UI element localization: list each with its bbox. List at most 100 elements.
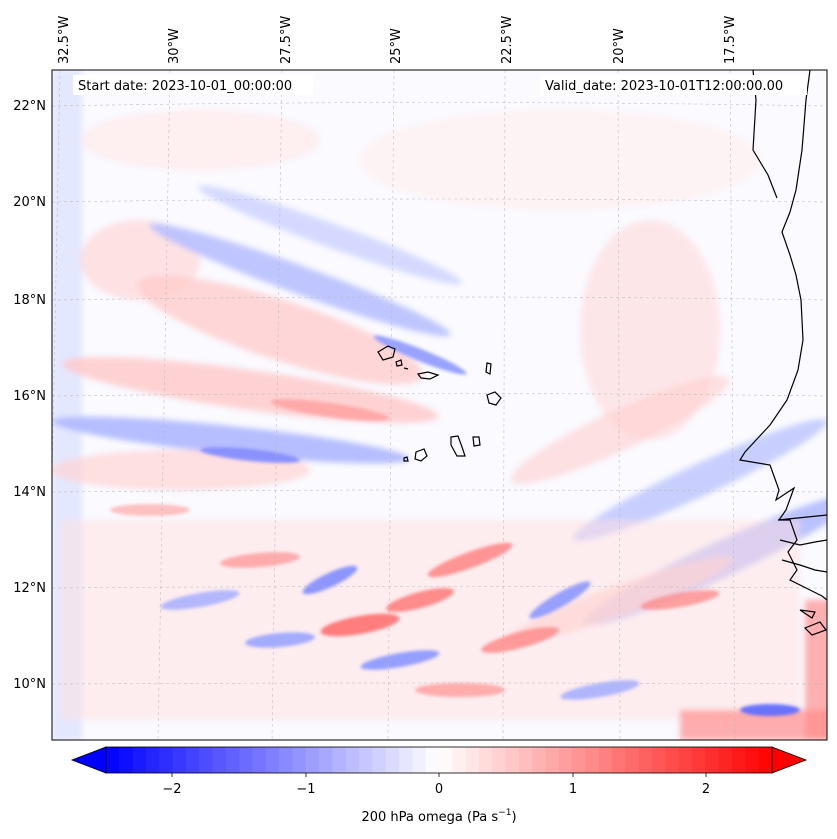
start-date-box	[73, 75, 313, 95]
cb-tick-neg2: −2	[162, 782, 181, 797]
colorbar-cell	[106, 747, 120, 773]
colorbar-cell	[638, 747, 653, 773]
colorbar-cell	[652, 747, 667, 773]
colorbar-cell	[199, 747, 214, 773]
colorbar-cell	[265, 747, 280, 773]
lon-label-17-5w: 17.5°W	[723, 16, 738, 64]
lat-label-20n: 20°N	[13, 195, 46, 210]
colorbar-cell	[558, 747, 573, 773]
colorbar-extend-max	[771, 746, 808, 774]
colorbar-cell	[678, 747, 693, 773]
island-maio	[472, 436, 481, 447]
colorbar-cell	[585, 747, 600, 773]
island-sal	[485, 362, 492, 375]
colorbar-cell	[718, 747, 733, 773]
colorbar-cell	[385, 747, 400, 773]
lon-label-20w: 20°W	[612, 28, 627, 64]
colorbar-cell	[172, 747, 187, 773]
valid-date-text: Valid_date: 2023-10-01T12:00:00.00	[545, 79, 783, 94]
colorbar-title: 200 hPa omega (Pa s−1)	[361, 808, 516, 825]
map-frame	[51, 69, 828, 741]
colorbar-cell	[145, 747, 160, 773]
colorbar-cell	[319, 747, 334, 773]
colorbar-cell	[452, 747, 467, 773]
colorbar-cell	[612, 747, 627, 773]
colorbar: −2 −1 0 1 2 200 hPa omega (Pa s−1)	[70, 746, 808, 825]
cb-tick-0: 0	[435, 782, 443, 797]
lat-label-12n: 12°N	[13, 581, 46, 596]
colorbar-cell	[399, 747, 413, 773]
colorbar-cell	[625, 747, 640, 773]
colorbar-cell	[412, 747, 427, 773]
coastlines	[739, 70, 827, 636]
africa-coastline	[739, 70, 827, 601]
colorbar-cell	[665, 747, 680, 773]
colorbar-cell	[185, 747, 200, 773]
colorbar-cell	[225, 747, 240, 773]
colorbar-cell	[692, 747, 706, 773]
lat-label-22n: 22°N	[13, 99, 46, 114]
colorbar-cell	[425, 747, 440, 773]
lon-label-25w: 25°W	[389, 28, 404, 64]
colorbar-cell	[465, 747, 480, 773]
colorbar-cell	[505, 747, 520, 773]
colorbar-cell	[212, 747, 227, 773]
colorbar-ticks	[171, 773, 707, 777]
colorbar-cell	[279, 747, 294, 773]
island-fogo	[414, 448, 428, 462]
colorbar-cell	[518, 747, 533, 773]
colorbar-cell	[239, 747, 254, 773]
colorbar-cell	[119, 747, 134, 773]
colorbar-cell	[332, 747, 347, 773]
lon-label-22-5w: 22.5°W	[500, 16, 515, 64]
colorbar-cell	[345, 747, 360, 773]
colorbar-cell	[732, 747, 746, 773]
island-santo-antao	[377, 345, 396, 361]
omega-field-broad	[52, 70, 827, 740]
island-sao-vicente	[395, 359, 403, 367]
cb-tick-neg1: −1	[296, 782, 315, 797]
colorbar-title-main: 200 hPa omega (Pa s	[361, 810, 498, 825]
colorbar-cell	[359, 747, 373, 773]
lat-label-18n: 18°N	[13, 293, 46, 308]
colorbar-cell	[532, 747, 547, 773]
island-boa-vista	[486, 391, 502, 406]
colorbar-title-sup: −1	[498, 808, 511, 818]
colorbar-cells	[106, 747, 773, 773]
island-santiago	[450, 435, 466, 457]
lat-label-10n: 10°N	[13, 677, 46, 692]
colorbar-cell	[372, 747, 387, 773]
latitude-labels: 22°N 20°N 18°N 16°N 14°N 12°N 10°N	[13, 99, 46, 692]
colorbar-cell	[572, 747, 587, 773]
valid-date-box	[540, 75, 807, 95]
colorbar-cell	[159, 747, 174, 773]
lon-label-30w: 30°W	[167, 28, 182, 64]
omega-field-fine	[110, 335, 800, 716]
colorbar-cell	[545, 747, 560, 773]
colorbar-cell	[478, 747, 493, 773]
colorbar-cell	[132, 747, 147, 773]
island-brava	[403, 456, 409, 462]
colorbar-cell	[439, 747, 453, 773]
colorbar-extend-min	[70, 746, 107, 774]
colorbar-cell	[745, 747, 760, 773]
cb-tick-1: 1	[569, 782, 577, 797]
start-date-text: Start date: 2023-10-01_00:00:00	[78, 79, 292, 94]
colorbar-cell	[598, 747, 613, 773]
lat-label-14n: 14°N	[13, 485, 46, 500]
lat-label-16n: 16°N	[13, 389, 46, 404]
longitude-labels: 32.5°W 30°W 27.5°W 25°W 22.5°W 20°W 17.5…	[57, 16, 738, 64]
cape-verde-islands	[377, 345, 502, 462]
colorbar-title-close: )	[511, 810, 516, 825]
lon-label-27-5w: 27.5°W	[279, 16, 294, 64]
colorbar-cell	[758, 747, 773, 773]
island-sao-nicolau	[416, 371, 440, 380]
colorbar-cell	[492, 747, 507, 773]
map-area: Start date: 2023-10-01_00:00:00 Valid_da…	[52, 70, 827, 740]
gridlines	[52, 70, 827, 740]
colorbar-cell	[292, 747, 307, 773]
lon-label-32-5w: 32.5°W	[57, 16, 72, 64]
colorbar-cell	[705, 747, 720, 773]
colorbar-cell	[252, 747, 267, 773]
